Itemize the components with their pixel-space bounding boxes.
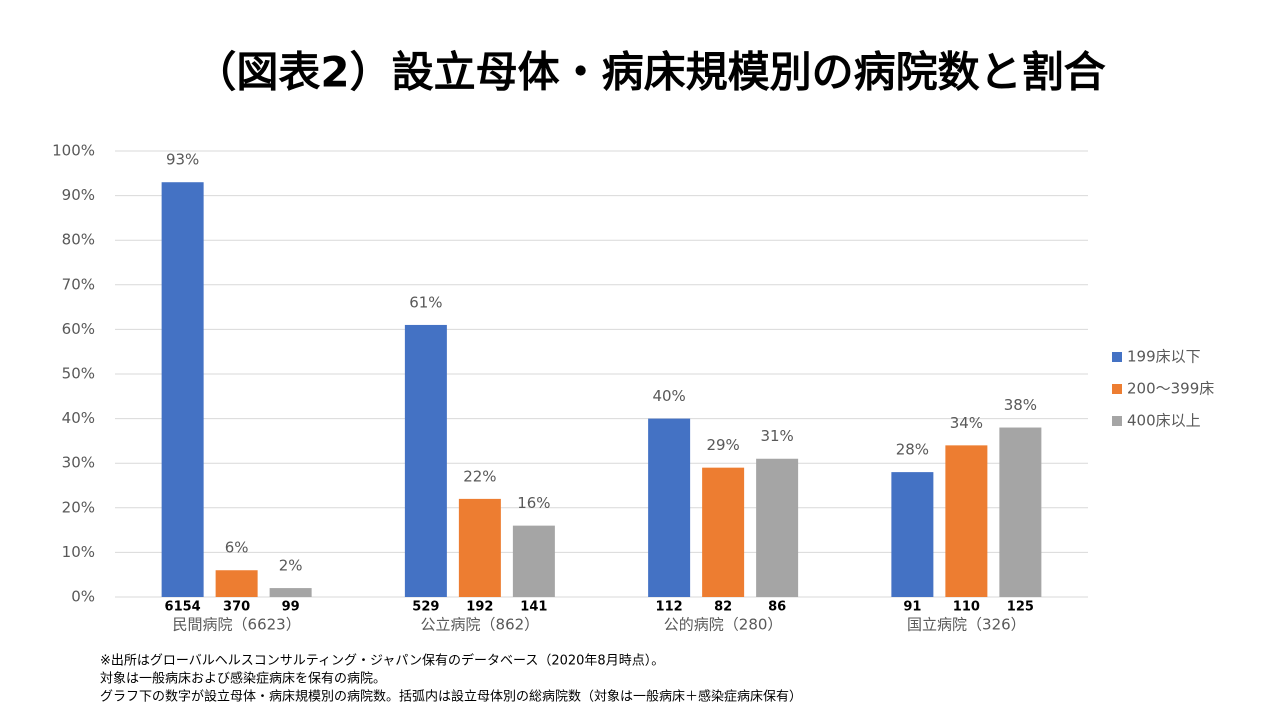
count-label: 192 xyxy=(466,600,493,615)
count-label: 125 xyxy=(1007,600,1034,615)
x-tick-label: 公立病院（862） xyxy=(421,616,540,634)
legend-label: 400床以上 xyxy=(1127,412,1201,430)
count-label: 529 xyxy=(412,600,439,615)
legend-swatch xyxy=(1112,416,1122,426)
footnote: ※出所はグローバルヘルスコンサルティング・ジャパン保有のデータベース（2020年… xyxy=(100,653,664,669)
count-label: 110 xyxy=(953,600,980,615)
y-tick-label: 10% xyxy=(62,543,95,561)
y-tick-label: 60% xyxy=(62,320,95,338)
legend-label: 199床以下 xyxy=(1127,348,1201,366)
y-tick-label: 90% xyxy=(62,186,95,204)
bar xyxy=(756,458,799,597)
footnote: グラフ下の数字が設立母体・病床規模別の病院数。括弧内は設立母体別の総病院数（対象… xyxy=(100,689,802,705)
count-label: 99 xyxy=(282,600,300,615)
y-tick-label: 40% xyxy=(62,409,95,427)
y-tick-label: 30% xyxy=(62,454,95,472)
y-tick-label: 50% xyxy=(62,365,95,383)
count-label: 112 xyxy=(656,600,683,615)
y-tick-label: 70% xyxy=(62,275,95,293)
value-label: 61% xyxy=(409,293,442,311)
y-tick-label: 20% xyxy=(62,498,95,516)
y-tick-label: 100% xyxy=(52,142,95,160)
bar xyxy=(999,427,1042,597)
bar xyxy=(945,445,988,597)
footnote: 対象は一般病床および感染症病床を保有の病院。 xyxy=(100,671,386,687)
x-tick-label: 公的病院（280） xyxy=(664,616,783,634)
y-tick-label: 0% xyxy=(71,588,95,606)
count-label: 82 xyxy=(714,600,732,615)
bar xyxy=(458,498,501,597)
value-label: 6% xyxy=(225,539,249,557)
value-label: 93% xyxy=(166,151,199,169)
value-label: 31% xyxy=(760,427,793,445)
value-label: 29% xyxy=(706,436,739,454)
count-label: 91 xyxy=(903,600,921,615)
bar xyxy=(215,570,258,597)
bar xyxy=(269,588,312,597)
chart-title: （図表2）設立母体・病床規模別の病院数と割合 xyxy=(194,48,1105,97)
bar xyxy=(161,182,204,597)
count-label: 86 xyxy=(768,600,786,615)
count-label: 370 xyxy=(223,600,250,615)
value-label: 28% xyxy=(896,441,929,459)
bar xyxy=(512,525,555,597)
bar xyxy=(404,324,447,597)
x-tick-label: 国立病院（326） xyxy=(907,616,1026,634)
bar xyxy=(702,467,745,597)
y-tick-label: 80% xyxy=(62,231,95,249)
legend-swatch xyxy=(1112,384,1122,394)
legend-label: 200〜399床 xyxy=(1127,380,1214,398)
value-label: 40% xyxy=(652,387,685,405)
value-label: 16% xyxy=(517,494,550,512)
bar xyxy=(648,418,691,597)
legend-swatch xyxy=(1112,352,1122,362)
value-label: 34% xyxy=(950,414,983,432)
value-label: 38% xyxy=(1004,396,1037,414)
value-label: 22% xyxy=(463,467,496,485)
count-label: 141 xyxy=(520,600,547,615)
bar xyxy=(891,472,934,597)
x-tick-label: 民間病院（6623） xyxy=(173,616,301,634)
count-label: 6154 xyxy=(165,600,201,615)
value-label: 2% xyxy=(279,557,303,575)
